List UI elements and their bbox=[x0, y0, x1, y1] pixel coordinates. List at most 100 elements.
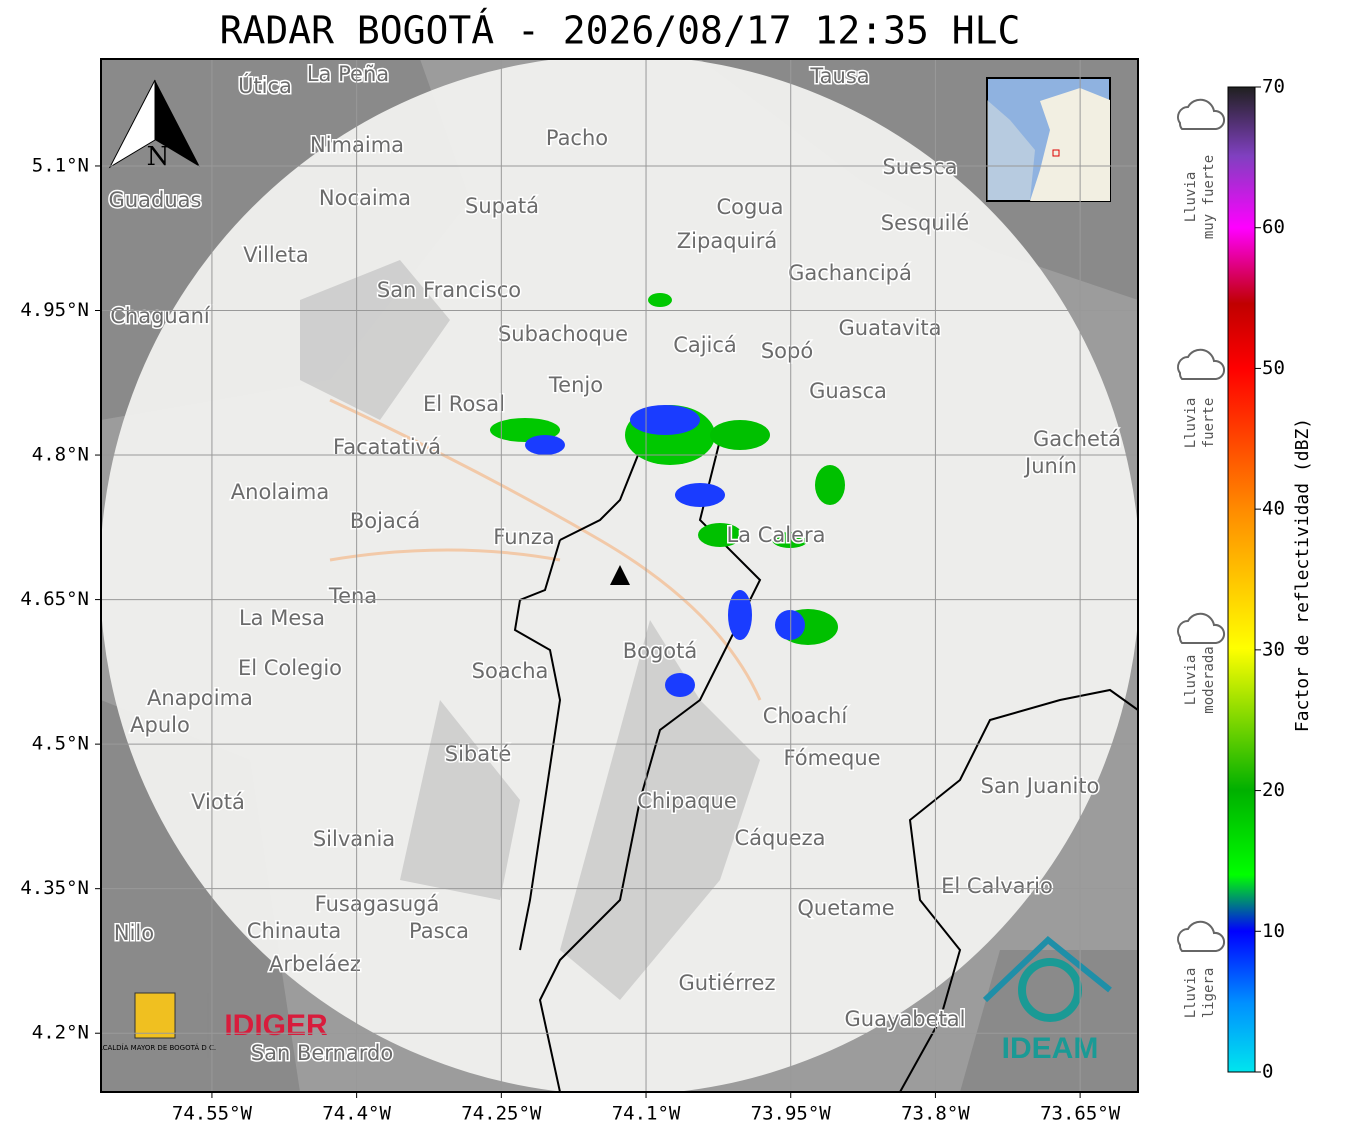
place-label: Soacha bbox=[472, 659, 549, 683]
place-label: Guatavita bbox=[839, 316, 942, 340]
colorbar-tick-label: 60 bbox=[1262, 216, 1285, 238]
y-tick-label: 4.65°N bbox=[20, 588, 89, 610]
rain-category: moderada bbox=[1201, 646, 1217, 713]
place-label: Facatativá bbox=[333, 435, 441, 459]
cloud-icon bbox=[1177, 612, 1225, 644]
x-tick-label: 74.55°W bbox=[172, 1103, 253, 1125]
place-label: Fusagasugá bbox=[315, 892, 440, 916]
rain-icons bbox=[1177, 98, 1225, 952]
radar-echoes bbox=[490, 293, 845, 697]
colorbar-tick-label: 70 bbox=[1262, 76, 1285, 98]
cloud-icon bbox=[1177, 920, 1225, 952]
rain-category: muy fuerte bbox=[1201, 155, 1217, 239]
north-label: N bbox=[147, 142, 170, 172]
place-label: Junín bbox=[1023, 454, 1077, 478]
place-label: Subachoque bbox=[498, 322, 628, 346]
place-label: Suesca bbox=[883, 155, 958, 179]
map: N ALCALDÍA MAYOR DE BOGOTÁ D.C. IDIGER I… bbox=[94, 59, 1138, 1092]
place-label: Gachancipá bbox=[788, 261, 912, 285]
place-label: Pasca bbox=[409, 919, 469, 943]
place-label: Anolaima bbox=[231, 480, 329, 504]
y-tick-label: 4.95°N bbox=[20, 299, 89, 321]
place-label: Zipaquirá bbox=[677, 229, 777, 253]
place-label: El Calvario bbox=[941, 874, 1053, 898]
place-label: Nocaima bbox=[319, 186, 411, 210]
place-label: Nilo bbox=[114, 921, 154, 945]
place-label: Fómeque bbox=[783, 746, 880, 770]
rain-category: Lluvia bbox=[1183, 172, 1199, 223]
north-arrow: N bbox=[108, 79, 200, 172]
y-tick-label: 4.35°N bbox=[20, 877, 89, 899]
cloud-icon bbox=[1177, 348, 1225, 380]
colorbar-tick-label: 0 bbox=[1262, 1061, 1273, 1083]
place-label: Guasca bbox=[809, 379, 887, 403]
place-label: Arbeláez bbox=[269, 952, 361, 976]
place-label: Silvania bbox=[313, 827, 395, 851]
place-label: Gutiérrez bbox=[679, 971, 776, 995]
colorbar-tick-label: 20 bbox=[1262, 779, 1285, 801]
colorbar-label: Factor de reflectividad (dBZ) bbox=[1292, 418, 1313, 732]
place-label: La Mesa bbox=[239, 606, 325, 630]
ideam-logo: IDEAM bbox=[1002, 1032, 1099, 1065]
place-label: Tausa bbox=[809, 64, 869, 88]
place-label: Tenjo bbox=[548, 373, 603, 397]
place-label: Cogua bbox=[716, 195, 783, 219]
rain-category: Lluvia bbox=[1183, 398, 1199, 449]
place-label: La Peña bbox=[307, 62, 389, 86]
inset-map bbox=[986, 77, 1111, 202]
colorbar-tick-label: 40 bbox=[1262, 498, 1285, 520]
place-label: Cajicá bbox=[673, 333, 737, 357]
place-label: San Bernardo bbox=[251, 1041, 393, 1065]
colorbar-tick-label: 30 bbox=[1262, 638, 1285, 660]
place-label: Gachetá bbox=[1033, 427, 1121, 451]
rain-category: Lluvia bbox=[1183, 655, 1199, 706]
place-label: Pacho bbox=[546, 126, 608, 150]
logos: ALCALDÍA MAYOR DE BOGOTÁ D.C. IDIGER IDE… bbox=[94, 936, 1112, 1065]
place-label: El Colegio bbox=[238, 656, 342, 680]
place-label: Quetame bbox=[797, 896, 894, 920]
place-label: Sopó bbox=[761, 339, 813, 363]
x-tick-label: 73.8°W bbox=[901, 1103, 970, 1125]
y-tick-label: 4.5°N bbox=[32, 733, 89, 755]
cloud-icon bbox=[1177, 98, 1225, 130]
idiger-logo: IDIGER bbox=[224, 1009, 328, 1042]
place-label: Chinauta bbox=[247, 919, 341, 943]
grid bbox=[101, 59, 1138, 1092]
y-tick-label: 4.8°N bbox=[32, 444, 89, 466]
x-tick-label: 73.65°W bbox=[1040, 1103, 1121, 1125]
place-label: Guaduas bbox=[109, 188, 202, 212]
place-label: Supatá bbox=[465, 194, 539, 218]
rain-category: Lluvia bbox=[1183, 968, 1199, 1019]
rain-category: fuerte bbox=[1201, 398, 1217, 449]
x-tick-label: 73.95°W bbox=[751, 1103, 832, 1125]
colorbar-tick-label: 10 bbox=[1262, 920, 1285, 942]
title: RADAR BOGOTÁ - 2026/08/17 12:35 HLC bbox=[220, 9, 1021, 53]
colorbar bbox=[1227, 86, 1256, 1073]
place-label: Chaguaní bbox=[110, 304, 211, 328]
place-label: El Rosal bbox=[423, 392, 505, 416]
place-label: Choachí bbox=[763, 704, 849, 728]
alcaldia-logo: ALCALDÍA MAYOR DE BOGOTÁ D.C. bbox=[94, 1043, 216, 1052]
place-label: Bojacá bbox=[350, 509, 420, 533]
place-label: Anapoima bbox=[147, 686, 253, 710]
x-tick-label: 74.1°W bbox=[612, 1103, 681, 1125]
rain-category: ligera bbox=[1201, 968, 1217, 1019]
place-label: Viotá bbox=[191, 790, 245, 814]
x-tick-label: 74.25°W bbox=[461, 1103, 542, 1125]
y-tick-label: 5.1°N bbox=[32, 154, 89, 176]
place-label: Chipaque bbox=[637, 789, 737, 813]
place-label: Guayabetal bbox=[845, 1007, 966, 1031]
place-label: Villeta bbox=[243, 243, 308, 267]
place-label: Tena bbox=[328, 584, 377, 608]
place-label: Funza bbox=[493, 525, 554, 549]
place-label: Cáqueza bbox=[735, 826, 826, 850]
place-label: San Francisco bbox=[377, 278, 521, 302]
place-label: Apulo bbox=[130, 713, 190, 737]
place-label: Sesquilé bbox=[881, 211, 969, 235]
place-label: Bogotá bbox=[623, 639, 698, 663]
place-label: La Calera bbox=[726, 523, 825, 547]
x-tick-label: 74.4°W bbox=[322, 1103, 391, 1125]
colorbar-tick-label: 50 bbox=[1262, 357, 1285, 379]
